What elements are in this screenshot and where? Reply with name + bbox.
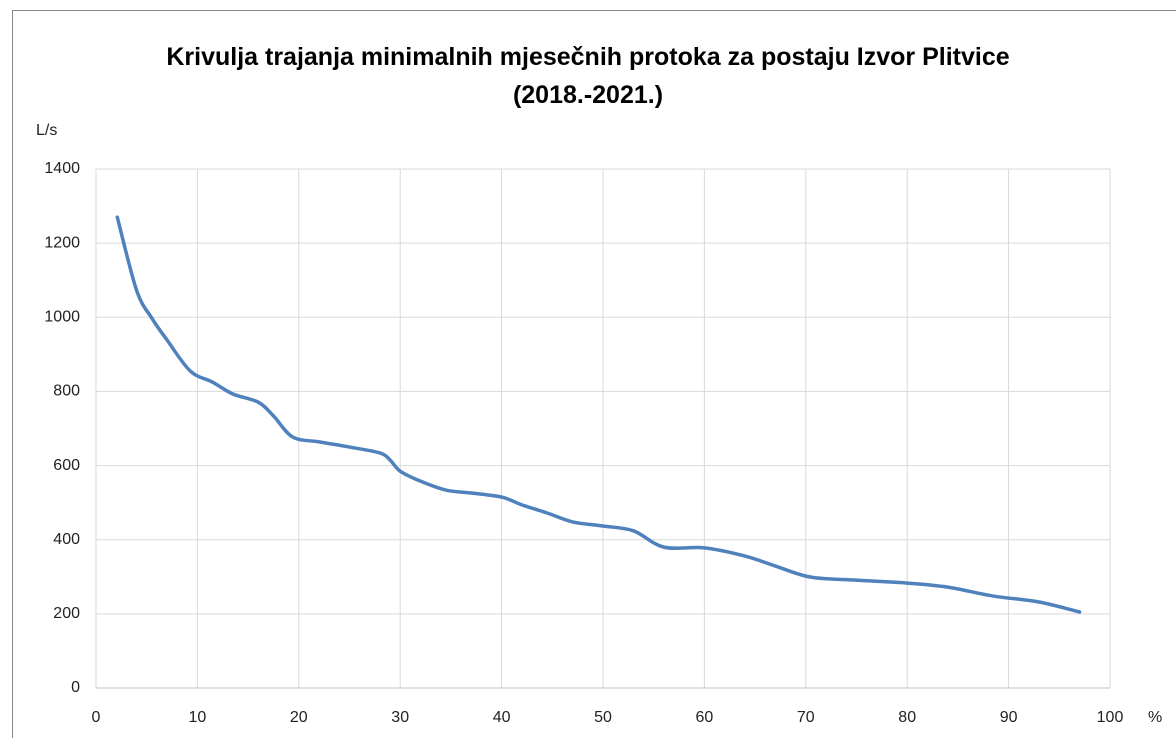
x-tick-label: 0: [92, 709, 101, 726]
y-tick-label: 1400: [44, 160, 80, 177]
y-axis-label: L/s: [36, 122, 57, 139]
y-tick-label: 400: [53, 531, 80, 548]
data-line: [115, 215, 1082, 614]
y-tick-label: 0: [71, 679, 80, 696]
x-tick-label: 100: [1097, 709, 1124, 726]
x-tick-label: 30: [391, 709, 409, 726]
y-tick-label: 1200: [44, 234, 80, 251]
x-tick-label: 10: [189, 709, 207, 726]
chart-frame: [12, 10, 1176, 738]
x-tick-label: 40: [493, 709, 511, 726]
chart-title: Krivulja trajanja minimalnih mjesečnih p…: [166, 43, 1010, 109]
x-tick-label: 20: [290, 709, 308, 726]
x-axis-label: %: [1148, 709, 1162, 726]
x-tick-label: 60: [696, 709, 714, 726]
y-tick-label: 200: [53, 605, 80, 622]
y-tick-label: 800: [53, 383, 80, 400]
x-tick-label: 50: [594, 709, 612, 726]
x-tick-label: 90: [1000, 709, 1018, 726]
y-tick-label: 1000: [44, 309, 80, 326]
x-tick-label: 80: [898, 709, 916, 726]
x-tick-label: 70: [797, 709, 815, 726]
y-tick-label: 600: [53, 457, 80, 474]
